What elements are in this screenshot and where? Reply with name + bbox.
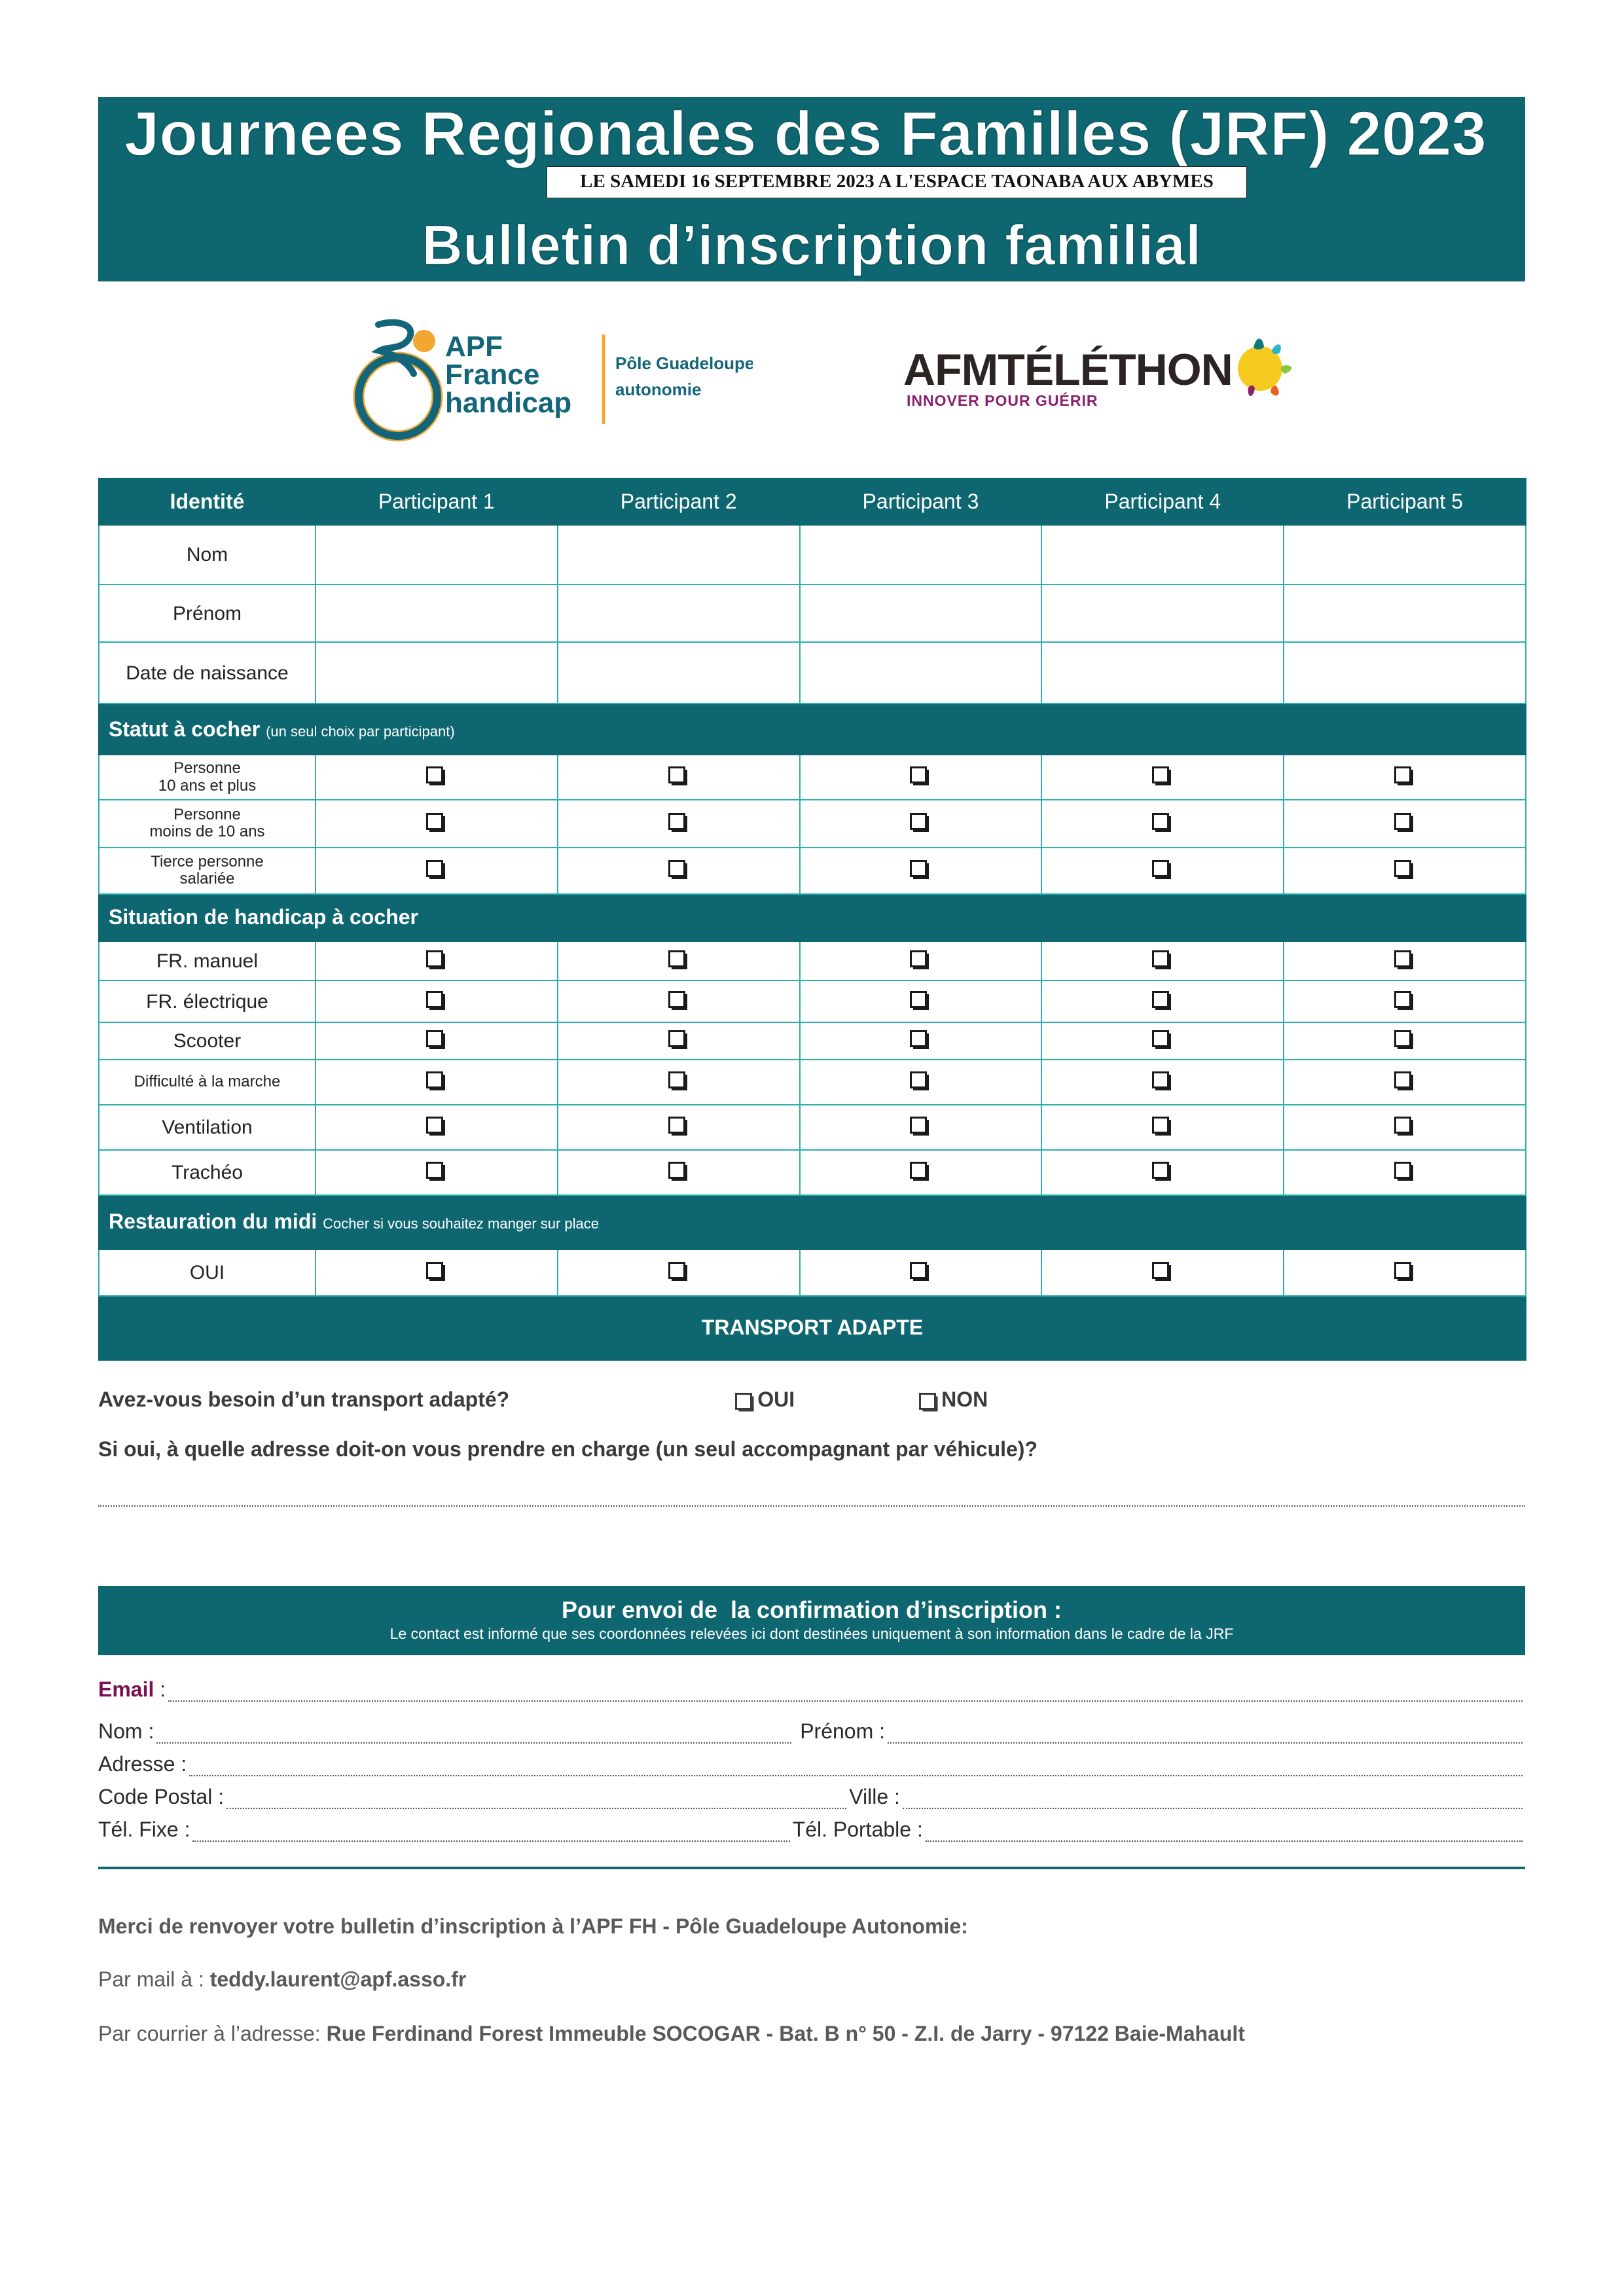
- svg-text:APF: APF: [445, 331, 503, 363]
- svg-text:Pôle Guadeloupe: Pôle Guadeloupe: [615, 353, 753, 373]
- svg-text:AFMTÉLÉTHON: AFMTÉLÉTHON: [903, 345, 1233, 395]
- svg-text:autonomie: autonomie: [615, 380, 701, 399]
- svg-text:INNOVER POUR GUÉRIR: INNOVER POUR GUÉRIR: [907, 391, 1098, 409]
- svg-text:France: France: [445, 359, 539, 391]
- svg-text:handicap: handicap: [445, 387, 571, 419]
